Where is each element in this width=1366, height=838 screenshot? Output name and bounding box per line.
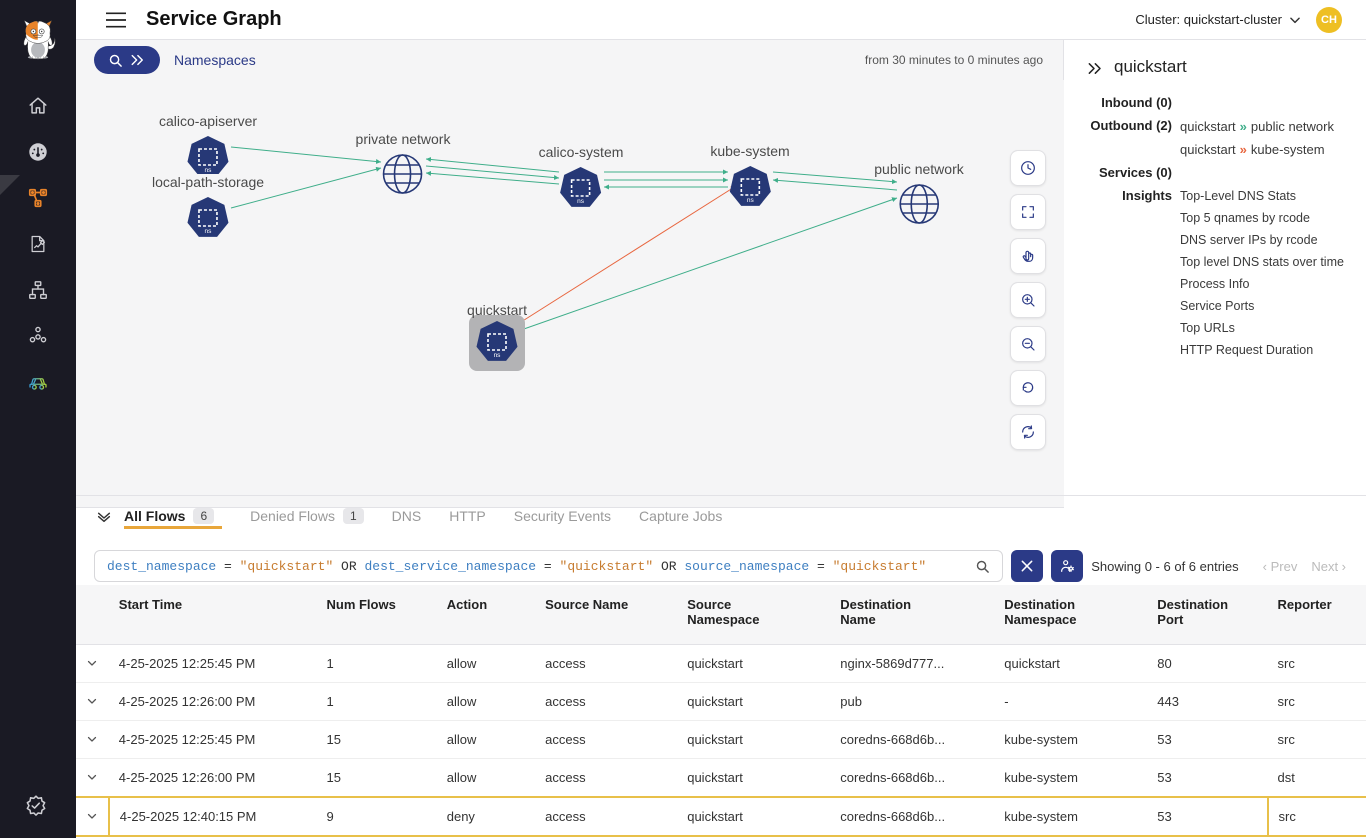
svg-text:ns: ns [494, 352, 502, 359]
svg-text:ns: ns [205, 228, 213, 235]
svg-text:ns: ns [205, 167, 213, 174]
svg-text:ns: ns [578, 198, 586, 205]
svg-text:ns: ns [747, 197, 755, 204]
